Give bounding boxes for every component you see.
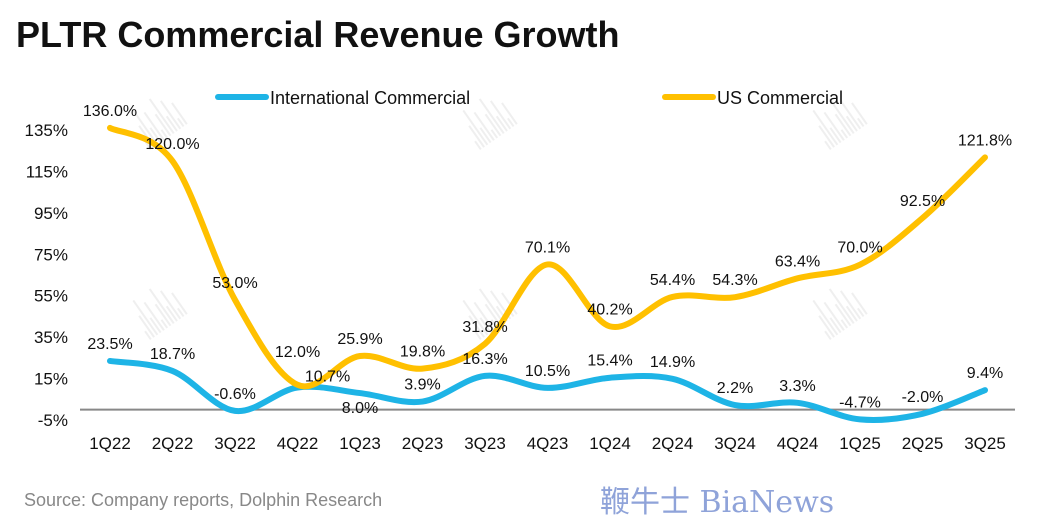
us-commercial-line	[107, 124, 988, 390]
data-label: 70.0%	[837, 240, 882, 257]
data-label: 53.0%	[212, 275, 257, 292]
data-label: 121.8%	[958, 132, 1012, 149]
x-tick-label: 2Q24	[652, 434, 694, 453]
y-tick-label: 55%	[34, 287, 68, 306]
legend-label: International Commercial	[270, 88, 470, 108]
data-label: 40.2%	[587, 301, 632, 318]
data-label: 18.7%	[150, 346, 195, 363]
data-label: 92.5%	[900, 193, 945, 210]
x-tick-label: 1Q25	[839, 434, 881, 453]
data-label: 25.9%	[337, 331, 382, 348]
x-tick-label: 2Q23	[402, 434, 444, 453]
x-tick-label: 1Q22	[89, 434, 131, 453]
data-label: 10.7%	[305, 368, 350, 385]
y-tick-label: 115%	[26, 162, 68, 181]
x-tick-label: 2Q25	[902, 434, 944, 453]
watermark-icon	[132, 98, 188, 150]
x-tick-label: 2Q22	[152, 434, 194, 453]
bianews-logo: 鞭牛士 BiaNews	[600, 485, 834, 520]
watermark-icon	[812, 288, 868, 340]
data-label: 9.4%	[967, 365, 1003, 382]
watermark-icon	[462, 288, 518, 340]
data-label: 3.3%	[779, 378, 815, 395]
x-tick-label: 4Q22	[277, 434, 319, 453]
chart-title: PLTR Commercial Revenue Growth	[16, 14, 620, 55]
x-tick-label: 4Q24	[777, 434, 819, 453]
data-label: -2.0%	[902, 389, 944, 406]
data-label: -0.6%	[214, 386, 256, 403]
data-label: 14.9%	[650, 354, 695, 371]
data-label: 70.1%	[525, 239, 570, 256]
watermark-icon	[462, 98, 518, 150]
data-label: 8.0%	[342, 400, 378, 417]
data-label: 120.0%	[145, 136, 199, 153]
legend-label: US Commercial	[717, 88, 843, 108]
data-label: -4.7%	[839, 394, 881, 411]
data-label: 2.2%	[717, 380, 753, 397]
international-commercial-line	[107, 357, 988, 423]
data-label: 54.4%	[650, 272, 695, 289]
data-label: 12.0%	[275, 344, 320, 361]
x-tick-label: 1Q23	[339, 434, 381, 453]
data-label: 136.0%	[83, 103, 137, 120]
y-tick-label: -5%	[38, 411, 68, 430]
data-label: 10.5%	[525, 363, 570, 380]
source-note: Source: Company reports, Dolphin Researc…	[24, 490, 383, 510]
y-tick-label: 95%	[34, 204, 68, 223]
y-tick-label: 75%	[34, 245, 68, 264]
data-label: 54.3%	[712, 272, 757, 289]
data-label: 3.9%	[404, 377, 440, 394]
data-label: 23.5%	[87, 336, 132, 353]
watermark-icon	[812, 98, 868, 151]
y-tick-label: 35%	[34, 328, 68, 347]
data-label: 31.8%	[462, 319, 507, 336]
x-tick-label: 3Q23	[464, 434, 506, 453]
data-label: 19.8%	[400, 344, 445, 361]
data-label: 16.3%	[462, 351, 507, 368]
y-tick-label: 15%	[34, 370, 68, 389]
x-tick-label: 3Q22	[214, 434, 256, 453]
watermark-icon	[132, 288, 188, 340]
data-label: 15.4%	[587, 353, 632, 370]
x-tick-label: 3Q25	[964, 434, 1006, 453]
x-tick-label: 3Q24	[714, 434, 756, 453]
y-tick-label: 135%	[25, 121, 68, 140]
data-label: 63.4%	[775, 253, 820, 270]
x-tick-label: 4Q23	[527, 434, 569, 453]
x-tick-label: 1Q24	[589, 434, 631, 453]
